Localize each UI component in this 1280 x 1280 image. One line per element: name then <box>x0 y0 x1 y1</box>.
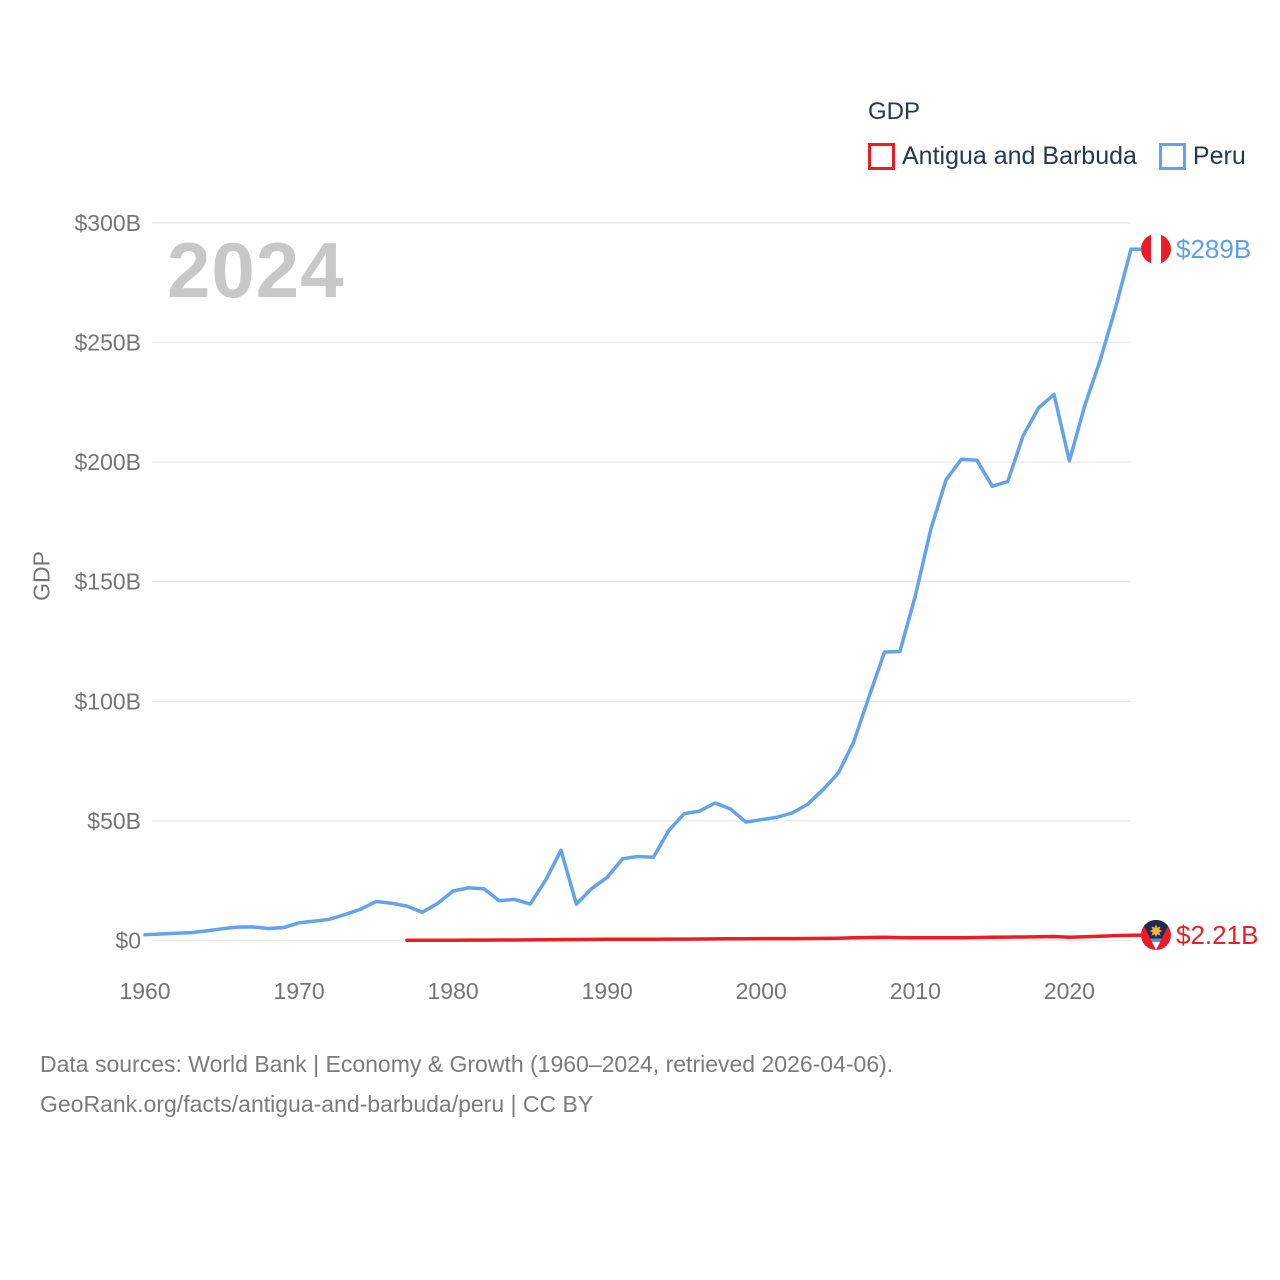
y-tick-label: $150B <box>74 569 141 595</box>
y-tick-label: $50B <box>87 808 141 834</box>
y-tick-label: $200B <box>74 449 141 475</box>
grid-layer <box>152 222 1131 942</box>
source-line-2: GeoRank.org/facts/antigua-and-barbuda/pe… <box>40 1091 594 1117</box>
source-attribution: Data sources: World Bank | Economy & Gro… <box>40 1044 893 1124</box>
antigua-endpoint: $2.21B <box>1141 920 1258 950</box>
x-tick-label: 1970 <box>274 978 325 1004</box>
y-tick-label: $0 <box>115 928 141 954</box>
legend-item-label: Antigua and Barbuda <box>902 142 1137 170</box>
source-line-1: Data sources: World Bank | Economy & Gro… <box>40 1051 894 1077</box>
legend-item-antigua-and-barbuda[interactable]: Antigua and Barbuda <box>868 142 1137 171</box>
antigua-value-label: $2.21B <box>1176 920 1258 950</box>
peru-swatch-icon <box>1158 143 1186 170</box>
series-line-0[interactable] <box>405 933 1133 943</box>
legend-item-label: Peru <box>1192 142 1246 170</box>
x-tick-label: 1960 <box>119 978 170 1004</box>
axis-layer: $0 $50B $100B $150B $200B $250B $300B 1960 1970 1… <box>74 210 1095 1004</box>
x-tick-label: 1980 <box>428 978 479 1004</box>
peru-value-label: $289B <box>1176 234 1251 264</box>
legend: GDP Antigua and Barbuda Peru <box>868 98 1246 171</box>
legend-title: GDP <box>868 98 921 125</box>
peru-endpoint: $289B <box>1141 234 1251 264</box>
antigua-swatch-icon <box>868 143 895 170</box>
series-line-1[interactable] <box>143 247 1133 937</box>
x-tick-label: 2000 <box>736 978 787 1004</box>
y-tick-label: $250B <box>74 330 141 356</box>
y-tick-label: $100B <box>74 688 141 714</box>
legend-items: Antigua and Barbuda Peru <box>868 142 1246 171</box>
x-tick-label: 2010 <box>890 978 941 1004</box>
series-layer <box>143 247 1141 943</box>
x-tick-label: 2020 <box>1044 978 1095 1004</box>
peru-flag-icon <box>1141 234 1171 264</box>
legend-item-peru[interactable]: Peru <box>1158 142 1246 171</box>
year-watermark: 2024 <box>167 226 345 314</box>
x-tick-label: 1990 <box>582 978 633 1004</box>
y-tick-label: $300B <box>74 210 141 236</box>
antigua-flag-icon <box>1141 920 1171 950</box>
